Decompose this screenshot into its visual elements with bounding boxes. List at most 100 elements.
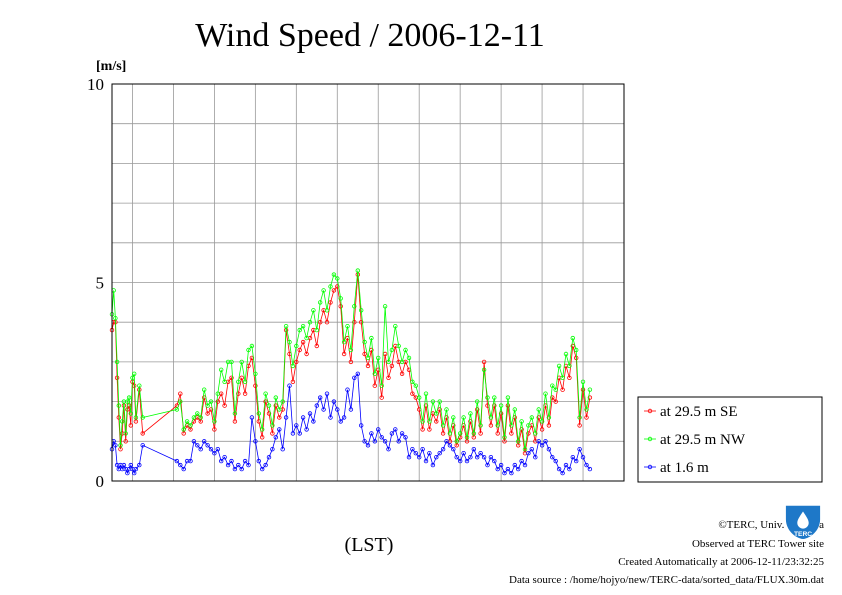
- series-line: [111, 372, 591, 475]
- legend-label: at 29.5 m NW: [660, 432, 746, 448]
- data-point: [533, 455, 538, 460]
- data-point: [290, 431, 296, 436]
- data-point: [567, 363, 572, 369]
- data-point: [417, 455, 422, 460]
- data-point: [242, 379, 248, 384]
- data-point: [266, 455, 272, 460]
- data-point: [522, 462, 528, 468]
- data-point: [529, 447, 534, 452]
- data-point: [140, 443, 145, 448]
- data-point: [505, 466, 511, 472]
- data-point: [512, 462, 517, 468]
- data-point: [495, 423, 500, 428]
- data-point: [440, 431, 446, 436]
- data-point: [516, 466, 521, 472]
- series-2: [109, 268, 593, 452]
- data-point: [300, 415, 306, 420]
- data-point: [410, 379, 415, 384]
- legend-label: at 1.6 m: [660, 460, 709, 476]
- data-point: [246, 462, 251, 468]
- series-layer: [109, 268, 593, 476]
- data-point: [574, 458, 579, 464]
- data-point: [509, 431, 514, 436]
- data-point: [133, 415, 139, 420]
- data-point: [318, 320, 323, 325]
- data-point: [464, 458, 470, 464]
- y-tick-label: 5: [96, 274, 105, 293]
- data-point: [580, 379, 586, 384]
- data-point: [137, 383, 142, 388]
- data-point: [567, 375, 572, 380]
- data-point: [123, 439, 128, 444]
- data-point: [362, 351, 367, 357]
- data-point: [399, 371, 405, 376]
- data-point: [249, 415, 255, 420]
- data-point: [444, 407, 449, 412]
- data-point: [208, 447, 214, 452]
- data-point: [475, 407, 480, 412]
- data-point: [382, 439, 388, 444]
- data-point: [437, 399, 442, 404]
- data-point: [341, 415, 347, 420]
- data-point: [212, 427, 217, 432]
- data-point: [270, 447, 275, 452]
- y-tick-label: 10: [87, 75, 104, 94]
- data-point: [509, 423, 514, 428]
- data-point: [253, 439, 258, 444]
- data-point: [128, 423, 133, 428]
- data-point: [297, 347, 302, 353]
- data-point: [396, 439, 401, 444]
- data-point: [519, 427, 524, 432]
- data-point: [451, 447, 456, 452]
- data-point: [249, 343, 255, 349]
- data-point: [502, 470, 507, 476]
- data-point: [492, 403, 497, 408]
- data-point: [280, 447, 285, 452]
- data-point: [277, 415, 282, 420]
- data-point: [536, 439, 541, 444]
- data-point: [341, 351, 347, 357]
- data-point: [413, 383, 418, 388]
- series-line: [111, 270, 591, 450]
- data-point: [174, 458, 180, 464]
- data-point: [488, 415, 494, 420]
- data-point: [584, 415, 589, 420]
- data-point: [386, 447, 391, 452]
- data-point: [365, 363, 371, 369]
- data-point: [266, 411, 272, 416]
- data-point: [290, 363, 296, 369]
- data-point: [498, 462, 504, 468]
- data-point: [478, 451, 483, 456]
- data-point: [314, 327, 319, 333]
- data-point: [260, 435, 265, 440]
- data-point: [440, 447, 446, 452]
- data-point: [580, 387, 586, 392]
- data-point: [253, 383, 258, 388]
- data-point: [389, 431, 395, 436]
- data-point: [587, 395, 593, 400]
- data-point: [522, 447, 528, 452]
- data-point: [331, 288, 337, 293]
- data-point: [464, 435, 470, 440]
- data-point: [485, 403, 490, 408]
- data-point: [560, 470, 565, 476]
- data-point: [413, 451, 418, 456]
- data-point: [263, 391, 268, 396]
- data-point: [553, 458, 558, 464]
- data-point: [529, 415, 534, 420]
- data-point: [505, 395, 511, 400]
- data-point: [570, 455, 575, 460]
- data-point: [222, 403, 227, 408]
- data-point: [232, 466, 238, 472]
- data-point: [420, 447, 425, 452]
- y-tick-label: 0: [96, 472, 105, 491]
- data-point: [225, 462, 231, 468]
- data-point: [294, 423, 299, 428]
- data-point: [304, 351, 309, 357]
- data-point: [550, 395, 555, 400]
- data-point: [232, 419, 238, 424]
- data-point: [229, 359, 234, 365]
- data-point: [379, 435, 384, 440]
- logo-label: TERC: [794, 531, 812, 538]
- data-point: [125, 470, 130, 476]
